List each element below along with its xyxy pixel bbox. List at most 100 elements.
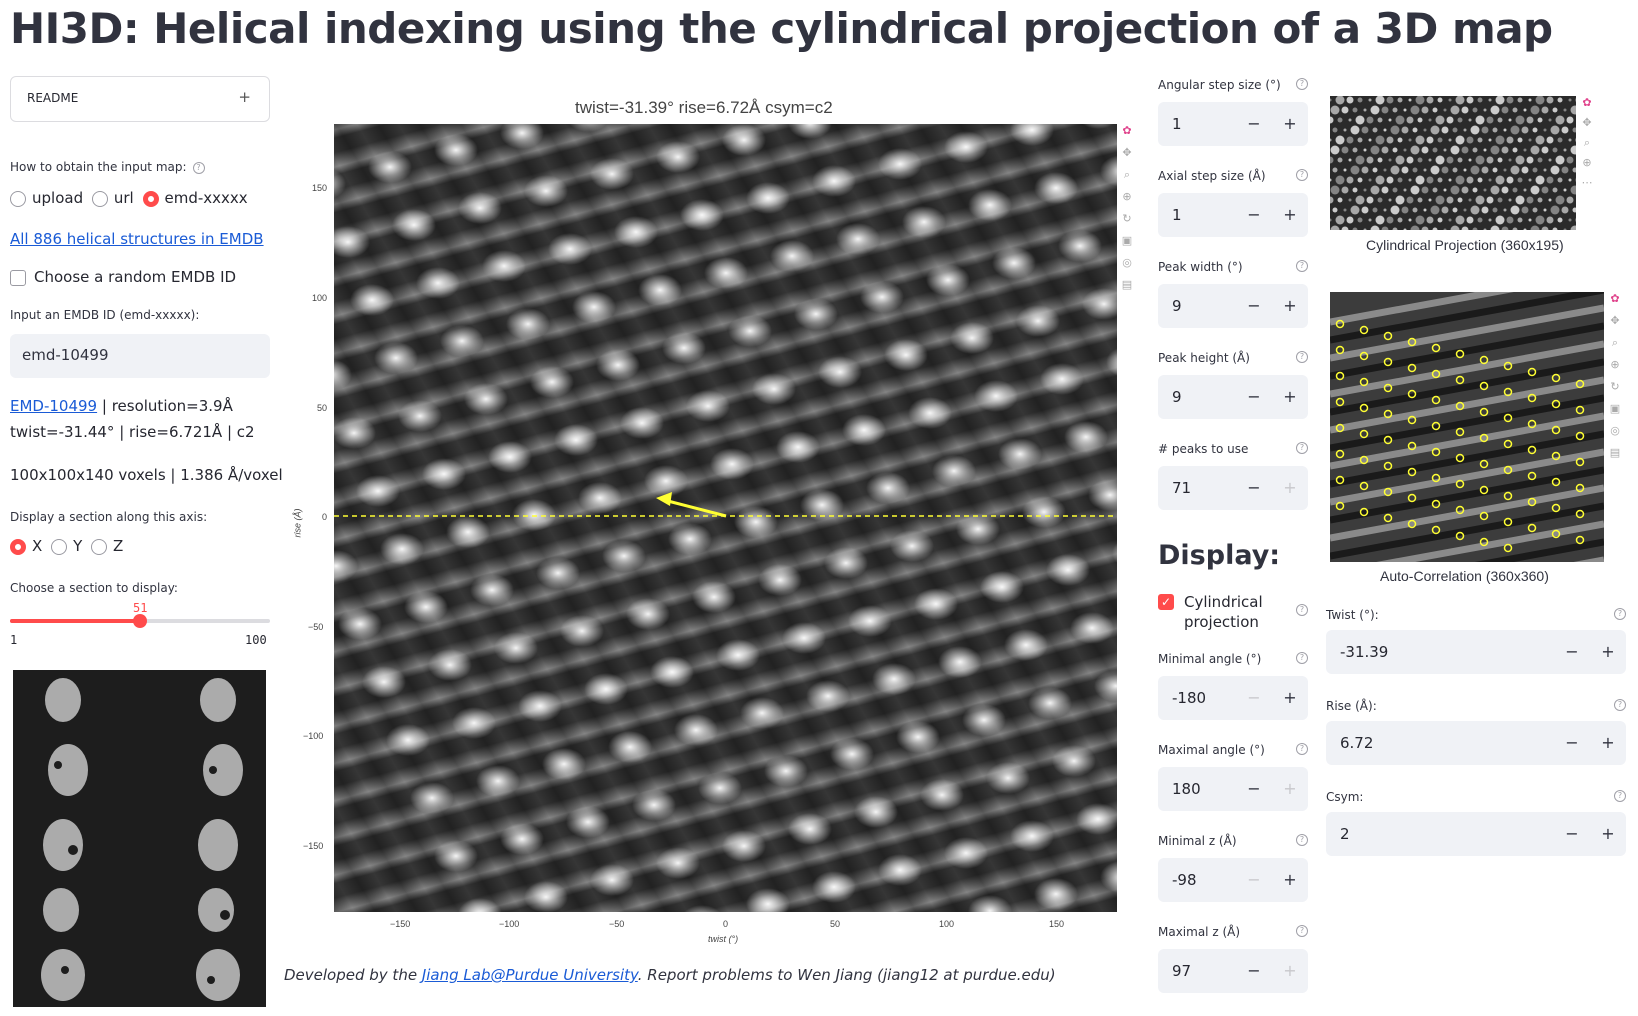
texture-dot <box>1446 116 1454 124</box>
emdb-helical-link[interactable]: All 886 helical structures in EMDB <box>10 230 264 248</box>
increment-button[interactable]: + <box>1283 779 1297 798</box>
number-input[interactable]: -98− + <box>1158 858 1308 902</box>
reset-icon[interactable]: ↻ <box>1122 212 1132 225</box>
pan-icon[interactable]: ✥ <box>1122 146 1132 159</box>
density-peak <box>434 840 478 872</box>
emd-entry-link[interactable]: EMD-10499 <box>10 397 98 415</box>
decrement-button[interactable]: − <box>1565 642 1579 661</box>
texture-dot <box>1563 188 1567 192</box>
density-peak <box>812 165 856 197</box>
peak-marker <box>1455 375 1465 385</box>
texture-dot <box>1550 125 1560 135</box>
density-peak <box>842 414 886 446</box>
increment-button[interactable]: + <box>1283 478 1297 497</box>
density-peak <box>764 755 808 787</box>
save-icon[interactable]: ▣ <box>1609 402 1621 415</box>
x-tick: 150 <box>1049 919 1065 929</box>
number-input[interactable]: 1− + <box>1158 102 1308 146</box>
decrement-button[interactable]: − <box>1247 205 1261 224</box>
decrement-button[interactable]: − <box>1247 688 1261 707</box>
increment-button[interactable]: + <box>1283 296 1297 315</box>
radio-url[interactable]: url <box>91 189 134 207</box>
wheel-zoom-icon[interactable]: ⊕ <box>1582 156 1592 169</box>
number-input[interactable]: 9− + <box>1158 375 1308 419</box>
increment-button[interactable]: + <box>1601 642 1615 661</box>
wheel-zoom-icon[interactable]: ⊕ <box>1610 358 1620 371</box>
number-control: Peak height (Å)? 9− + <box>1158 351 1308 442</box>
rise-input[interactable]: 6.72 − + <box>1326 721 1626 765</box>
more-icon[interactable]: ⋯ <box>1581 176 1593 189</box>
number-input[interactable]: 180− + <box>1158 767 1308 811</box>
crosshair-icon[interactable]: ◎ <box>1122 256 1132 269</box>
csym-input[interactable]: 2 − + <box>1326 812 1626 856</box>
increment-button[interactable]: + <box>1601 824 1615 843</box>
wheel-zoom-icon[interactable]: ⊕ <box>1122 190 1132 203</box>
y-tick: −150 <box>303 841 324 851</box>
decrement-button[interactable]: − <box>1565 824 1579 843</box>
density-peak <box>1094 670 1117 702</box>
decrement-button[interactable]: − <box>1247 870 1261 889</box>
emdb-id-input[interactable]: emd-10499 <box>10 334 270 378</box>
pan-icon[interactable]: ✥ <box>1610 314 1620 327</box>
texture-dot <box>1570 185 1576 195</box>
increment-button[interactable]: + <box>1601 733 1615 752</box>
decrement-button[interactable]: − <box>1247 387 1261 406</box>
number-input[interactable]: 9− + <box>1158 284 1308 328</box>
crosshair-icon[interactable]: ◎ <box>1610 424 1620 437</box>
hover-icon[interactable]: ▤ <box>1121 278 1133 291</box>
increment-button[interactable]: + <box>1283 114 1297 133</box>
increment-button[interactable]: + <box>1283 205 1297 224</box>
cylindrical-projection-plot[interactable] <box>334 124 1117 912</box>
pan-icon[interactable]: ✥ <box>1582 116 1592 129</box>
acf-band <box>1330 292 1604 344</box>
increment-button[interactable]: + <box>1283 961 1297 980</box>
radio-upload[interactable]: upload <box>10 189 83 207</box>
slider-handle[interactable] <box>133 614 147 628</box>
number-input[interactable]: 1− + <box>1158 193 1308 237</box>
radio-x[interactable]: X <box>10 537 42 555</box>
density-peak <box>632 789 676 821</box>
texture-dot <box>1550 205 1560 215</box>
peak-marker <box>1335 475 1345 485</box>
box-zoom-icon[interactable]: ⌕ <box>1583 136 1591 149</box>
twist-input[interactable]: -31.39 − + <box>1326 630 1626 674</box>
hover-icon[interactable]: ▤ <box>1609 446 1621 459</box>
decrement-button[interactable]: − <box>1247 779 1261 798</box>
decrement-button[interactable]: − <box>1247 296 1261 315</box>
texture-dot <box>1403 188 1407 192</box>
increment-button[interactable]: + <box>1283 387 1297 406</box>
radio-emd[interactable]: emd-xxxxx <box>142 189 248 207</box>
decrement-button[interactable]: − <box>1247 478 1261 497</box>
texture-dot <box>1443 108 1447 112</box>
random-emdb-checkbox[interactable]: Choose a random EMDB ID <box>10 268 236 286</box>
save-icon[interactable]: ▣ <box>1121 234 1133 247</box>
box-zoom-icon[interactable]: ⌕ <box>1611 336 1619 349</box>
number-input[interactable]: -180− + <box>1158 676 1308 720</box>
increment-button[interactable]: + <box>1283 870 1297 889</box>
density-peak <box>932 455 976 487</box>
number-input[interactable]: 97− + <box>1158 949 1308 993</box>
decrement-button[interactable]: − <box>1565 733 1579 752</box>
slider-value: 51 <box>133 601 148 615</box>
texture-dot <box>1517 97 1523 103</box>
radio-z[interactable]: Z <box>91 537 123 555</box>
lab-link[interactable]: Jiang Lab@Purdue University <box>421 966 638 984</box>
increment-button[interactable]: + <box>1283 688 1297 707</box>
texture-dot <box>1512 187 1518 193</box>
radio-y[interactable]: Y <box>51 537 82 555</box>
cylindrical-checkbox[interactable]: ✓ Cylindrical projection ? <box>1158 592 1308 632</box>
texture-dot <box>1366 196 1374 204</box>
readme-expander[interactable]: README + <box>10 76 270 122</box>
box-zoom-icon[interactable]: ⌕ <box>1123 168 1131 181</box>
texture-dot <box>1461 186 1469 194</box>
reset-icon[interactable]: ↻ <box>1610 380 1620 393</box>
number-input[interactable]: 71− + <box>1158 466 1308 510</box>
texture-dot <box>1437 217 1443 223</box>
peak-marker <box>1503 491 1513 501</box>
texture-dot <box>1417 157 1423 163</box>
decrement-button[interactable]: − <box>1247 961 1261 980</box>
texture-dot <box>1483 148 1487 152</box>
decrement-button[interactable]: − <box>1247 114 1261 133</box>
peak-marker <box>1359 429 1369 439</box>
density-peak <box>698 772 742 804</box>
